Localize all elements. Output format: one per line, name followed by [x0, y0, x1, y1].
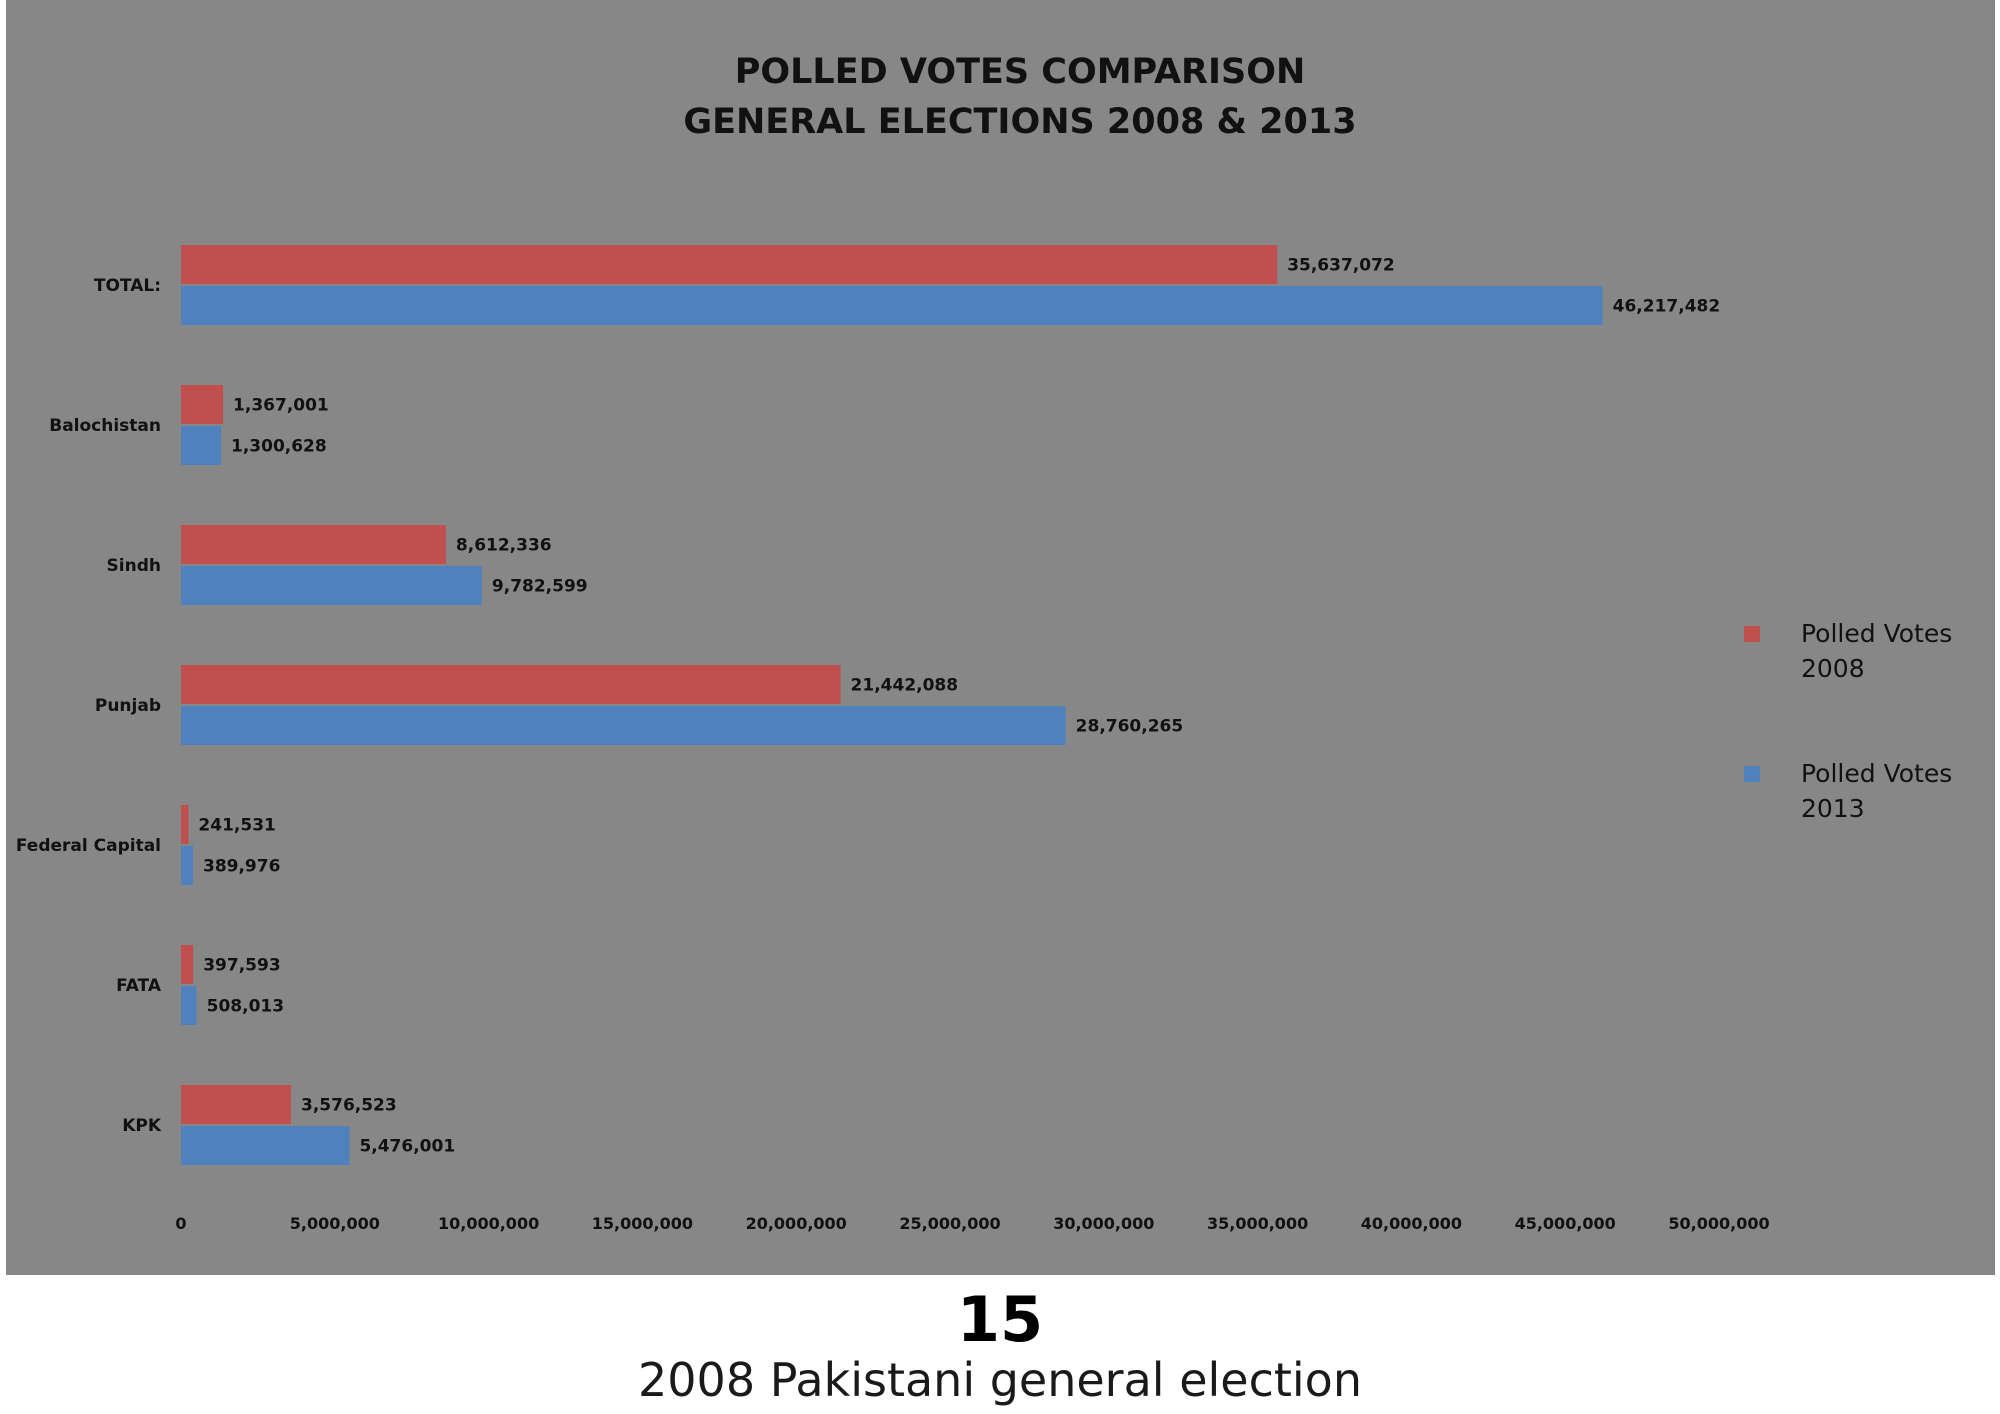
legend-label: 2008 [1801, 654, 1865, 683]
category-label: TOTAL: [94, 276, 161, 296]
chart-title-line: POLLED VOTES COMPARISON [735, 52, 1306, 92]
page-number: 15 [956, 1283, 1044, 1356]
data-label: 241,531 [198, 816, 275, 836]
bar [181, 286, 1603, 325]
chart-title-line: GENERAL ELECTIONS 2008 & 2013 [683, 102, 1356, 142]
caption: 2008 Pakistani general election [638, 1353, 1362, 1407]
chart-title: POLLED VOTES COMPARISON GENERAL ELECTIONS… [683, 52, 1356, 142]
x-tick-label: 50,000,000 [1668, 1214, 1769, 1233]
category-labels: TOTAL: Balochistan Sindh Punjab Federal Capi… [16, 276, 162, 1136]
data-label: 397,593 [203, 956, 280, 976]
chart-panel: POLLED VOTES COMPARISON GENERAL ELECTIONS… [6, 0, 1995, 1275]
bar [181, 1085, 292, 1124]
category-label: Balochistan [49, 416, 161, 436]
legend: Polled Votes 2008 Polled Votes 2013 [1744, 619, 1952, 823]
bar-chart: POLLED VOTES COMPARISON GENERAL ELECTIONS… [16, 52, 1952, 1233]
bar [181, 525, 446, 564]
category-label: FATA [116, 976, 162, 996]
legend-label: Polled Votes [1801, 759, 1952, 788]
bar [181, 945, 194, 984]
data-label: 46,217,482 [1613, 297, 1721, 317]
x-tick-label: 20,000,000 [746, 1214, 847, 1233]
category-label: Sindh [107, 556, 161, 576]
bar [181, 665, 841, 704]
legend-label: 2013 [1801, 794, 1865, 823]
data-label: 9,782,599 [492, 577, 588, 597]
data-label: 508,013 [207, 997, 284, 1017]
bar [181, 706, 1066, 745]
category-label: Punjab [95, 696, 161, 716]
data-label: 1,367,001 [233, 396, 329, 416]
x-axis-tick-labels: 0 5,000,000 10,000,000 15,000,000 20,000,000… [175, 1214, 1769, 1233]
bar [181, 846, 193, 885]
data-label: 35,637,072 [1287, 256, 1395, 276]
x-tick-label: 15,000,000 [592, 1214, 693, 1233]
bar [181, 566, 482, 605]
data-label: 3,576,523 [301, 1096, 397, 1116]
bar [181, 385, 224, 424]
data-label: 389,976 [203, 857, 280, 877]
data-label: 1,300,628 [231, 437, 327, 457]
data-label: 28,760,265 [1076, 717, 1184, 737]
data-label: 8,612,336 [456, 536, 552, 556]
data-label: 21,442,088 [851, 676, 959, 696]
bar [181, 986, 197, 1025]
x-tick-label: 10,000,000 [438, 1214, 539, 1233]
x-tick-label: 40,000,000 [1361, 1214, 1462, 1233]
x-tick-label: 30,000,000 [1053, 1214, 1154, 1233]
bar [181, 805, 189, 844]
bar [181, 426, 222, 465]
data-label: 5,476,001 [359, 1137, 455, 1157]
legend-swatch [1744, 626, 1760, 642]
x-tick-label: 45,000,000 [1515, 1214, 1616, 1233]
bar [181, 245, 1278, 284]
category-label: KPK [122, 1116, 162, 1136]
category-label: Federal Capital [16, 836, 161, 856]
x-tick-label: 5,000,000 [290, 1214, 380, 1233]
x-tick-label: 35,000,000 [1207, 1214, 1308, 1233]
bars: 35,637,072 46,217,482 1,367,001 1,300,628 8,… [181, 245, 1720, 1165]
x-tick-label: 25,000,000 [899, 1214, 1000, 1233]
x-tick-label: 0 [175, 1214, 186, 1233]
legend-swatch [1744, 766, 1760, 782]
legend-label: Polled Votes [1801, 619, 1952, 648]
bar [181, 1126, 350, 1165]
